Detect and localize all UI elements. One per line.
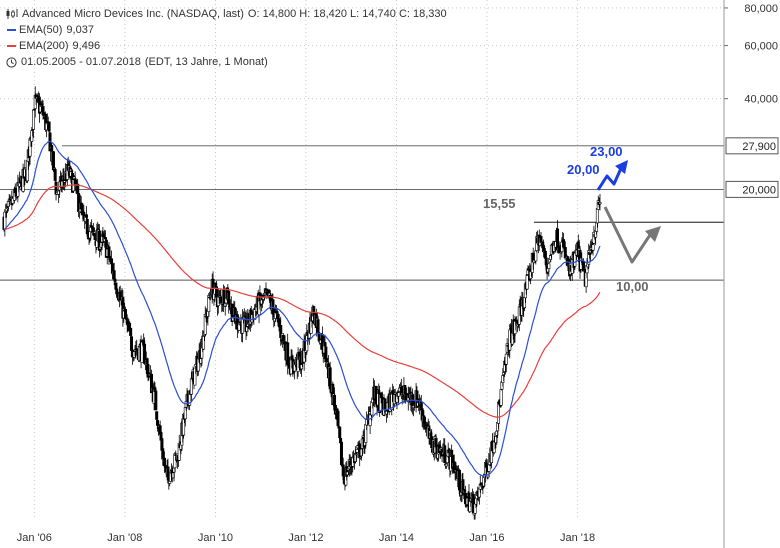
ema50-legend-row: EMA(50) 9,037 bbox=[6, 22, 447, 38]
ema200-label: EMA(200) bbox=[19, 40, 69, 52]
candle-body bbox=[193, 367, 197, 386]
candle-body bbox=[336, 410, 340, 427]
candle-body bbox=[90, 225, 94, 228]
candlestick-icon bbox=[6, 9, 18, 19]
x-tick-label: Jan '14 bbox=[379, 532, 414, 544]
candle-body bbox=[525, 275, 529, 290]
arrowhead-gray bbox=[645, 226, 661, 242]
candle-body bbox=[324, 346, 328, 363]
candle-body bbox=[591, 244, 595, 251]
candle-body bbox=[339, 441, 343, 466]
candle-body bbox=[149, 373, 153, 394]
x-tick-label: Jan '16 bbox=[469, 532, 504, 544]
candle-body bbox=[281, 334, 285, 341]
clock-icon bbox=[6, 56, 17, 68]
candle-body bbox=[112, 270, 116, 280]
annotation-label: 15,55 bbox=[483, 196, 516, 211]
candle-body bbox=[415, 390, 419, 408]
level-label: 20,000 bbox=[742, 184, 776, 196]
candle-body bbox=[177, 442, 181, 461]
range-row: 01.05.2005 - 01.07.2018 (EDT, 13 Jahre, … bbox=[6, 54, 447, 70]
ema200-value: 9,496 bbox=[72, 40, 101, 52]
title-row: Advanced Micro Devices Inc. (NASDAQ, las… bbox=[6, 6, 447, 22]
y-tick-label: 80,000 bbox=[744, 3, 778, 15]
candle-body bbox=[203, 314, 207, 335]
ema50-label: EMA(50) bbox=[19, 24, 63, 36]
candle-body bbox=[227, 290, 231, 305]
candle-body bbox=[85, 218, 89, 235]
ema50-line bbox=[3, 140, 601, 477]
candle-body bbox=[104, 237, 108, 240]
ema50-value: 9,037 bbox=[66, 24, 94, 36]
axes: Jan '06 Jan '08 Jan '10 Jan '12 Jan '14 Jan '… bbox=[17, 0, 778, 548]
candle-body bbox=[107, 246, 111, 259]
candle-body bbox=[129, 327, 133, 336]
chart-legend: Advanced Micro Devices Inc. (NASDAQ, las… bbox=[6, 6, 447, 70]
projection-arrow-up bbox=[596, 165, 624, 191]
candle-body bbox=[162, 457, 166, 467]
candle-body bbox=[328, 367, 332, 390]
candle-body bbox=[241, 317, 245, 334]
candle-body bbox=[595, 208, 599, 224]
scenario-arrow bbox=[603, 206, 654, 264]
candle-body bbox=[53, 169, 57, 181]
level-box bbox=[725, 137, 779, 155]
annotation-label: 10,00 bbox=[616, 279, 649, 294]
candle-body bbox=[47, 121, 51, 132]
x-tick-label: Jan '06 bbox=[17, 532, 52, 544]
x-tick-label: Jan '08 bbox=[107, 532, 142, 544]
x-tick-label: Jan '18 bbox=[560, 532, 595, 544]
candlestick-series bbox=[2, 86, 602, 520]
ema200-legend-row: EMA(200) 9,496 bbox=[6, 38, 447, 54]
candle-body bbox=[544, 257, 548, 266]
ema50-swatch bbox=[7, 29, 16, 31]
candle-body bbox=[91, 227, 95, 232]
candle-body bbox=[31, 109, 35, 130]
level-label: 27,900 bbox=[742, 141, 776, 153]
candle-body bbox=[207, 295, 211, 312]
arrowhead-blue bbox=[615, 160, 628, 174]
candle-body bbox=[504, 353, 508, 365]
candle-body bbox=[598, 202, 602, 205]
instrument-title: Advanced Micro Devices Inc. (NASDAQ, las… bbox=[22, 8, 244, 20]
range-detail: (EDT, 13 Jahre, 1 Monat) bbox=[144, 56, 268, 68]
annotation-label: 23,00 bbox=[590, 144, 623, 159]
candle-body bbox=[444, 463, 448, 467]
annotation-label: 20,00 bbox=[567, 162, 600, 177]
candle-body bbox=[499, 389, 503, 406]
annotations: 15,55 20,00 23,00 10,00 bbox=[483, 144, 661, 294]
ohlc-values: O: 14,800 H: 18,420 L: 14,740 C: 18,330 bbox=[247, 8, 447, 20]
candle-body bbox=[51, 151, 55, 171]
y-tick-label: 60,000 bbox=[744, 41, 778, 53]
ema200-swatch bbox=[7, 45, 16, 47]
candle-body bbox=[461, 479, 465, 495]
y-tick-label: 40,000 bbox=[744, 94, 778, 106]
candle-body bbox=[338, 426, 342, 439]
candle-body bbox=[154, 390, 158, 411]
candle-body bbox=[279, 324, 283, 338]
candle-body bbox=[202, 336, 206, 350]
range-label: 01.05.2005 - 01.07.2018 bbox=[21, 56, 141, 68]
candle-body bbox=[457, 469, 461, 491]
candle-body bbox=[215, 286, 219, 298]
level-lines: 27,900 20,000 bbox=[0, 137, 779, 281]
x-tick-label: Jan '12 bbox=[288, 532, 323, 544]
ema200-line bbox=[3, 184, 601, 418]
candle-body bbox=[155, 411, 159, 420]
candle-body bbox=[182, 413, 186, 436]
candle-body bbox=[355, 449, 359, 453]
level-box bbox=[725, 180, 779, 198]
candle-body bbox=[547, 263, 551, 269]
candle-body bbox=[443, 445, 447, 463]
x-tick-label: Jan '10 bbox=[198, 532, 233, 544]
candle-body bbox=[397, 392, 401, 397]
